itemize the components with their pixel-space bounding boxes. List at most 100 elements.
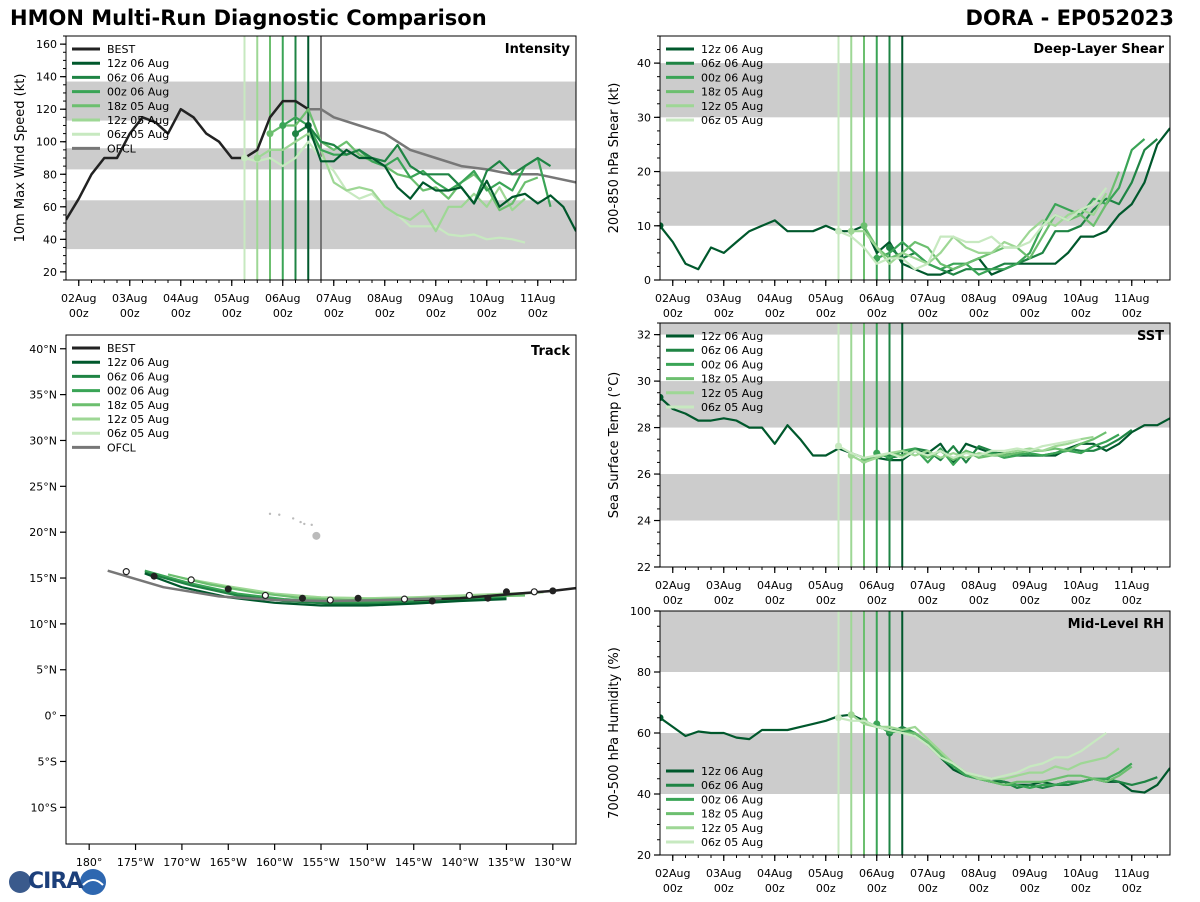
series-start-marker	[253, 154, 261, 162]
x-tick-label: 170°W	[163, 856, 200, 869]
legend-label: OFCL	[107, 441, 137, 454]
series-start-marker	[847, 227, 855, 235]
x-tick-label: 00z	[1122, 882, 1142, 895]
y-tick-label: 10°S	[31, 801, 57, 814]
series-line	[863, 431, 1107, 462]
x-tick-label: 04Aug	[757, 292, 792, 305]
y-tick-label: 24	[637, 515, 651, 528]
x-tick-label: 00z	[765, 882, 785, 895]
legend-label: 12z 06 Aug	[107, 356, 169, 369]
x-tick-label: 03Aug	[706, 579, 741, 592]
y-tick-label: 30°N	[29, 434, 57, 447]
x-tick-label: 00z	[171, 307, 191, 320]
track-point-open	[530, 588, 538, 596]
series-start-marker	[241, 154, 248, 162]
series-line	[307, 125, 576, 232]
x-tick-label: 06Aug	[859, 867, 894, 880]
x-tick-label: 00z	[528, 307, 548, 320]
island-landmass	[303, 522, 306, 526]
track-point-open	[261, 591, 269, 600]
y-tick-label: 100	[630, 605, 651, 618]
y-tick-label: 25°N	[29, 480, 57, 493]
track-point-filled	[549, 587, 557, 595]
series-start-marker	[266, 130, 274, 138]
x-tick-label: 00z	[969, 594, 989, 607]
y-tick-label: 80	[637, 666, 651, 679]
track-point-filled	[354, 594, 362, 602]
x-tick-label: 04Aug	[757, 579, 792, 592]
x-tick-label: 05Aug	[808, 579, 843, 592]
x-tick-label: 10Aug	[1063, 579, 1098, 592]
y-tick-label: 10	[637, 220, 651, 233]
shear-panel: 0 10 20 30 40 02Aug 00z 03Aug 00z 04Aug 00z 05Aug 00…	[607, 35, 1171, 320]
x-tick-label: 11Aug	[1114, 292, 1149, 305]
legend-label: 18z 05 Aug	[107, 100, 169, 113]
y-tick-label: 0°	[45, 710, 58, 723]
series-start-marker	[660, 222, 664, 230]
y-tick-label: 80	[43, 168, 57, 181]
island-landmass	[312, 531, 321, 540]
x-tick-label: 02Aug	[655, 579, 690, 592]
x-tick-label: 00z	[1122, 594, 1142, 607]
island-landmass	[291, 517, 295, 520]
legend-label: 06z 06 Aug	[107, 71, 169, 84]
series-start-marker	[886, 243, 893, 251]
track-point-filled	[298, 594, 306, 602]
series-start-marker	[660, 393, 664, 401]
x-tick-label: 02Aug	[655, 292, 690, 305]
y-tick-label: 20	[637, 166, 651, 179]
y-axis-label: Sea Surface Temp (°C)	[607, 372, 622, 519]
x-tick-label: 05Aug	[808, 867, 843, 880]
legend-label: 12z 06 Aug	[701, 43, 763, 56]
x-tick-label: 00z	[222, 307, 242, 320]
x-tick-label: 05Aug	[214, 292, 249, 305]
x-tick-label: 02Aug	[655, 867, 690, 880]
series-line	[838, 716, 1107, 780]
x-tick-label: 08Aug	[961, 579, 996, 592]
series-start-marker	[660, 714, 664, 722]
x-tick-label: 09Aug	[418, 292, 453, 305]
track-point-open	[465, 591, 473, 600]
x-tick-label: 175°W	[117, 856, 154, 869]
x-tick-label: 11Aug	[1114, 867, 1149, 880]
legend-label: 06z 05 Aug	[107, 128, 169, 141]
x-tick-label: 04Aug	[757, 867, 792, 880]
y-tick-label: 160	[36, 38, 57, 51]
series-line	[837, 438, 1081, 459]
track-point-filled	[484, 594, 492, 602]
track-point-filled	[224, 585, 232, 593]
x-tick-label: 00z	[918, 307, 938, 320]
series-start-marker	[835, 227, 842, 235]
logo-wave-icon	[82, 879, 104, 886]
threshold-band	[660, 474, 1170, 521]
x-tick-label: 130°W	[534, 856, 571, 869]
track-point-filled	[428, 597, 436, 605]
x-tick-label: 00z	[765, 307, 785, 320]
y-tick-label: 0	[644, 274, 651, 287]
legend-label: 06z 06 Aug	[107, 370, 169, 383]
series-line	[66, 99, 321, 221]
series-start-marker	[304, 121, 312, 129]
x-tick-label: 08Aug	[961, 867, 996, 880]
legend-label: 18z 05 Aug	[701, 373, 763, 386]
x-tick-label: 00z	[816, 594, 836, 607]
legend-label: 00z 06 Aug	[701, 793, 763, 806]
threshold-band	[660, 381, 1170, 428]
threshold-band	[660, 323, 1170, 335]
x-tick-label: 00z	[663, 594, 683, 607]
y-tick-label: 32	[637, 329, 651, 342]
x-tick-label: 00z	[918, 594, 938, 607]
x-tick-label: 135°W	[488, 856, 525, 869]
threshold-band	[660, 63, 1170, 118]
series-start-marker	[835, 442, 842, 450]
x-tick-label: 10Aug	[469, 292, 504, 305]
legend-label: 12z 05 Aug	[701, 100, 763, 113]
series-line	[256, 132, 526, 233]
legend-label: 06z 06 Aug	[701, 344, 763, 357]
y-tick-label: 120	[36, 103, 57, 116]
x-tick-label: 02Aug	[61, 292, 96, 305]
x-tick-label: 00z	[426, 307, 446, 320]
